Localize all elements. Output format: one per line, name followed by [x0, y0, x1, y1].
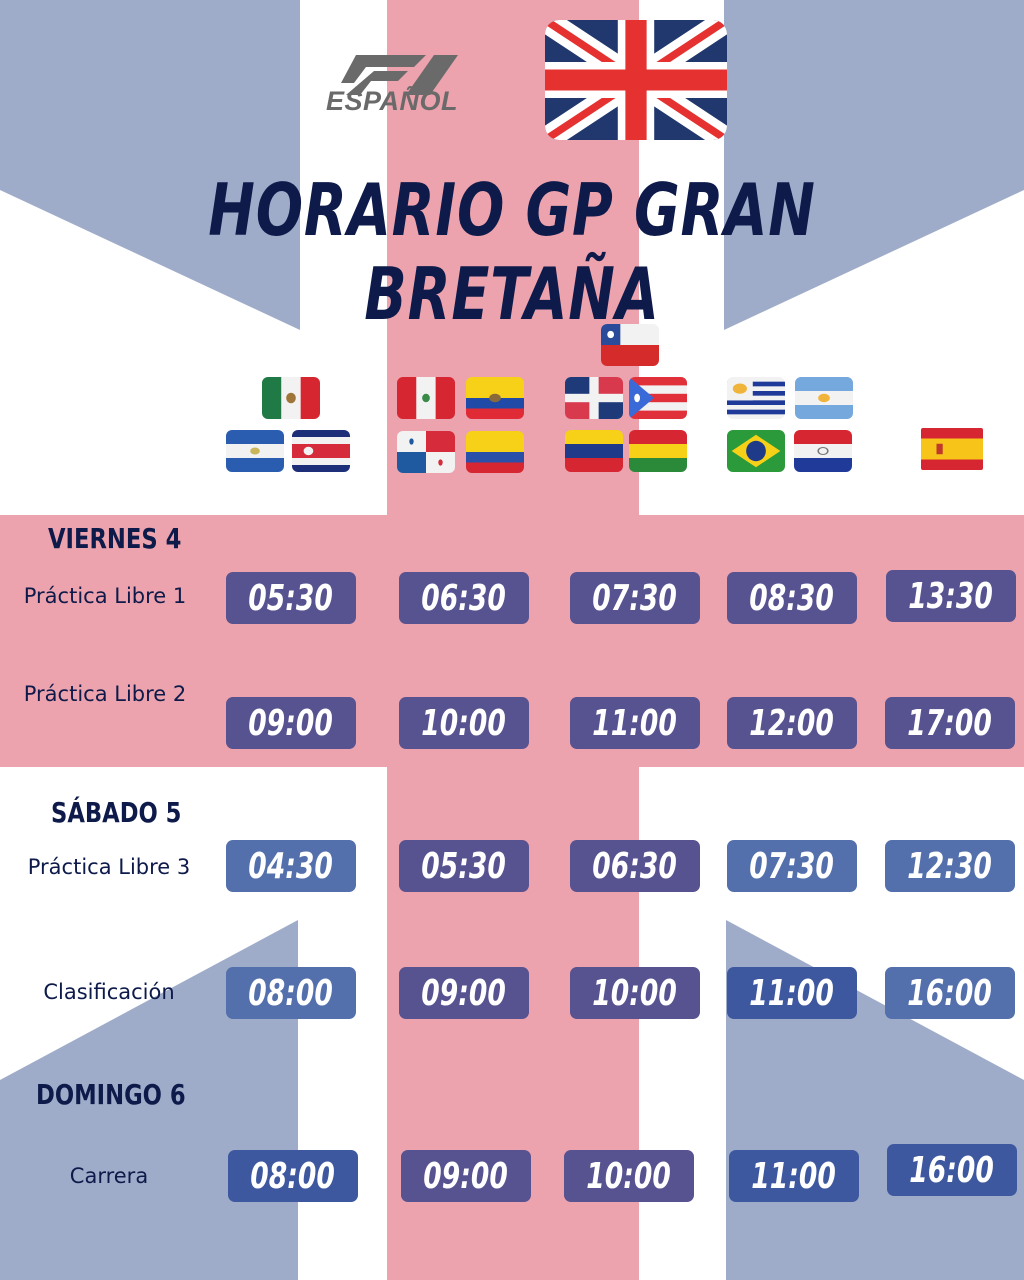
time-cell: 05:30: [399, 840, 529, 892]
time-cell: 11:00: [727, 967, 857, 1019]
time-cell: 12:00: [727, 697, 857, 749]
time-cell: 16:00: [885, 967, 1015, 1019]
brazil-flag-icon: [727, 430, 785, 472]
mexico-flag-icon: [262, 377, 320, 419]
bolivia-flag-icon: [629, 430, 687, 472]
spain-flag-icon: [921, 428, 983, 470]
time-cell: 07:30: [570, 572, 700, 624]
time-cell: 11:00: [570, 697, 700, 749]
time-cell: 08:00: [228, 1150, 358, 1202]
time-cell: 13:30: [886, 570, 1016, 622]
time-cell: 06:30: [570, 840, 700, 892]
day-heading: DOMINGO 6: [36, 1078, 186, 1111]
time-cell: 09:00: [399, 967, 529, 1019]
paraguay-flag-icon: [794, 430, 852, 472]
time-cell: 16:00: [887, 1144, 1017, 1196]
time-cell: 11:00: [729, 1150, 859, 1202]
time-cell: 17:00: [885, 697, 1015, 749]
panama-flag-icon: [397, 431, 455, 473]
venezuela-flag-icon: [565, 430, 623, 472]
el-salvador-flag-icon: [226, 430, 284, 472]
time-cell: 09:00: [226, 697, 356, 749]
peru-flag-icon: [397, 377, 455, 419]
time-cell: 09:00: [401, 1150, 531, 1202]
time-cell: 10:00: [564, 1150, 694, 1202]
colombia-flag-icon: [466, 431, 524, 473]
day-heading: SÁBADO 5: [51, 796, 182, 829]
time-cell: 05:30: [226, 572, 356, 624]
uruguay-flag-icon: [727, 377, 785, 419]
time-cell: 06:30: [399, 572, 529, 624]
time-cell: 12:30: [885, 840, 1015, 892]
session-label: Clasificación: [43, 980, 175, 1004]
session-label: Práctica Libre 2: [23, 682, 187, 706]
time-cell: 08:30: [727, 572, 857, 624]
time-cell: 04:30: [226, 840, 356, 892]
ecuador-flag-icon: [466, 377, 524, 419]
puerto-rico-flag-icon: [629, 377, 687, 419]
uk-flag-icon: [545, 20, 727, 140]
time-cell: 08:00: [226, 967, 356, 1019]
session-label: Práctica Libre 1: [23, 584, 187, 608]
logo-text: ESPAÑOL: [326, 86, 459, 116]
session-label: Práctica Libre 3: [27, 855, 191, 879]
day-heading: VIERNES 4: [48, 522, 182, 555]
f1-logo-icon: [341, 55, 458, 95]
page-title: HORARIO GP GRAN BRETAÑA: [208, 168, 816, 336]
session-label: Carrera: [69, 1164, 149, 1188]
chile-flag-icon: [601, 324, 659, 366]
argentina-flag-icon: [795, 377, 853, 419]
time-cell: 10:00: [399, 697, 529, 749]
time-cell: 07:30: [727, 840, 857, 892]
dominican-republic-flag-icon: [565, 377, 623, 419]
time-cell: 10:00: [570, 967, 700, 1019]
costa-rica-flag-icon: [292, 430, 350, 472]
